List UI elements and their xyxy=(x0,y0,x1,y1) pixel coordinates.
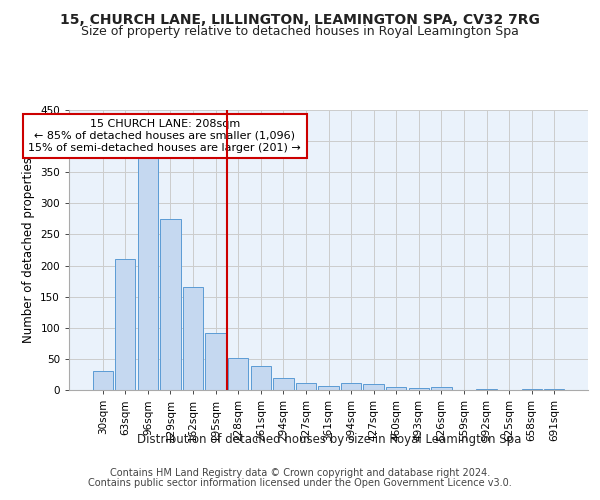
Bar xyxy=(273,378,293,390)
Bar xyxy=(92,370,113,390)
Text: Distribution of detached houses by size in Royal Leamington Spa: Distribution of detached houses by size … xyxy=(137,432,521,446)
Bar xyxy=(296,383,316,390)
Bar xyxy=(476,389,497,390)
Text: 15, CHURCH LANE, LILLINGTON, LEAMINGTON SPA, CV32 7RG: 15, CHURCH LANE, LILLINGTON, LEAMINGTON … xyxy=(60,12,540,26)
Bar xyxy=(386,387,406,390)
Bar xyxy=(138,154,158,390)
Bar xyxy=(160,219,181,390)
Bar xyxy=(341,383,361,390)
Text: Size of property relative to detached houses in Royal Leamington Spa: Size of property relative to detached ho… xyxy=(81,25,519,38)
Bar xyxy=(364,384,384,390)
Bar xyxy=(183,286,203,390)
Bar xyxy=(521,389,542,390)
Y-axis label: Number of detached properties: Number of detached properties xyxy=(22,157,35,343)
Text: Contains public sector information licensed under the Open Government Licence v3: Contains public sector information licen… xyxy=(88,478,512,488)
Bar xyxy=(431,387,452,390)
Text: 15 CHURCH LANE: 208sqm
← 85% of detached houses are smaller (1,096)
15% of semi-: 15 CHURCH LANE: 208sqm ← 85% of detached… xyxy=(28,120,301,152)
Bar xyxy=(115,260,136,390)
Bar xyxy=(544,389,565,390)
Text: Contains HM Land Registry data © Crown copyright and database right 2024.: Contains HM Land Registry data © Crown c… xyxy=(110,468,490,477)
Bar xyxy=(228,358,248,390)
Bar xyxy=(251,366,271,390)
Bar xyxy=(409,388,429,390)
Bar xyxy=(319,386,338,390)
Bar xyxy=(205,334,226,390)
